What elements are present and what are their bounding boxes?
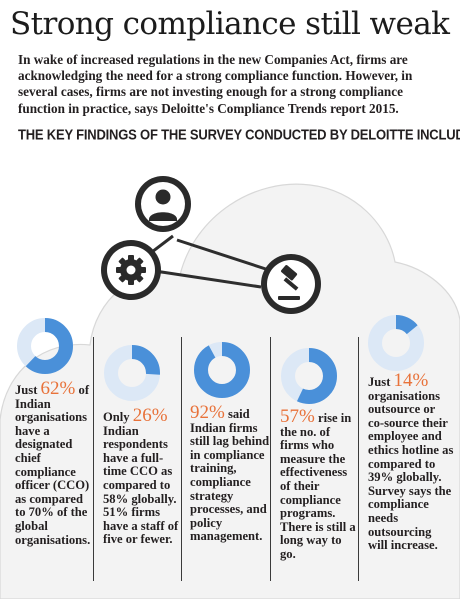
finding-percent: 14% <box>393 370 429 391</box>
column-divider <box>358 337 359 581</box>
column-divider <box>270 337 271 581</box>
intro-paragraph: In wake of increased regulations in the … <box>18 52 413 116</box>
column-divider <box>181 337 182 581</box>
user-icon <box>135 176 191 232</box>
donut-chart-1 <box>17 318 73 374</box>
finding-1: Just 62% of Indian organisations have a … <box>15 379 91 547</box>
page-title: Strong compliance still weak <box>10 6 450 42</box>
donut-chart-3 <box>194 342 250 398</box>
finding-percent: 92% <box>190 402 225 423</box>
infographic-illustration <box>0 176 460 599</box>
finding-3: 92% said Indian firms still lag behind i… <box>190 403 270 544</box>
finding-percent: 62% <box>40 378 76 399</box>
finding-text: rise in the no. of firms who measure the… <box>280 411 356 561</box>
finding-prefix: Only <box>103 410 133 424</box>
finding-2: Only 26% Indian respondents have a full-… <box>103 406 179 547</box>
finding-text: organisations outsource or co-source the… <box>368 388 454 553</box>
gavel-icon <box>261 254 321 314</box>
finding-prefix: Just <box>15 383 41 397</box>
finding-percent: 57% <box>280 406 315 427</box>
gear-icon <box>101 240 161 300</box>
finding-text: of Indian organisations have a designate… <box>15 383 91 547</box>
donut-chart-5 <box>368 315 424 371</box>
finding-text: Indian respondents have a full-time CCO … <box>103 423 179 547</box>
donut-chart-4 <box>281 348 337 404</box>
finding-percent: 26% <box>132 405 168 426</box>
column-divider <box>93 337 94 581</box>
finding-4: 57% rise in the no. of firms who measure… <box>280 407 356 562</box>
section-subhead: THE KEY FINDINGS OF THE SURVEY CONDUCTED… <box>18 126 460 143</box>
finding-prefix: Just <box>368 375 394 389</box>
donut-chart-2 <box>104 345 160 401</box>
finding-text: said Indian firms still lag behind in co… <box>190 407 270 544</box>
finding-5: Just 14% organisations outsource or co-s… <box>368 371 454 553</box>
